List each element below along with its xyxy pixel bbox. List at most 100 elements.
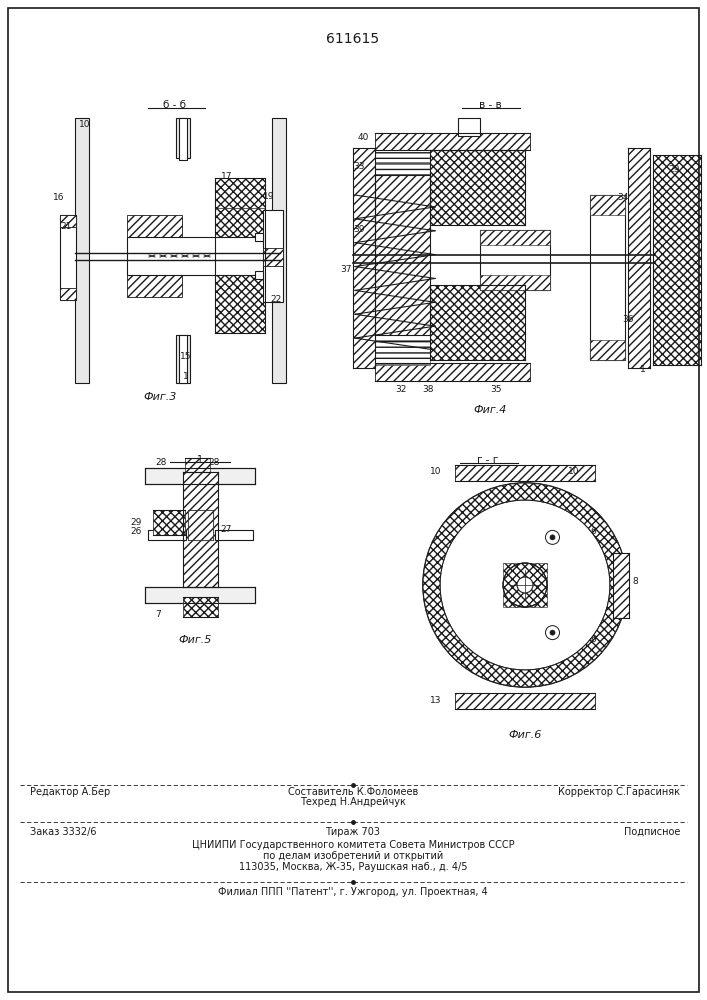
Text: Редактор А.Бер: Редактор А.Бер — [30, 787, 110, 797]
Bar — [185, 458, 210, 472]
Text: 26: 26 — [130, 527, 141, 536]
Circle shape — [546, 626, 559, 640]
Bar — [176, 335, 190, 383]
Bar — [153, 510, 185, 535]
Bar — [590, 195, 625, 215]
Text: б - б: б - б — [163, 100, 187, 110]
Bar — [127, 215, 182, 240]
Text: 13: 13 — [430, 696, 441, 705]
Bar — [148, 530, 186, 540]
Text: в - в: в - в — [479, 100, 501, 110]
Bar — [183, 472, 218, 587]
Bar — [590, 340, 625, 360]
Bar — [458, 118, 480, 136]
Bar — [127, 272, 182, 297]
Bar — [179, 335, 187, 383]
Text: 28: 28 — [155, 458, 166, 467]
Text: 10: 10 — [430, 467, 441, 476]
Bar — [480, 275, 550, 290]
Text: 17: 17 — [221, 172, 233, 181]
Bar — [353, 148, 375, 368]
Text: Филиал ППП ''Патент'', г. Ужгород, ул. Проектная, 4: Филиал ППП ''Патент'', г. Ужгород, ул. П… — [218, 887, 488, 897]
Text: 36: 36 — [622, 315, 633, 324]
Circle shape — [546, 530, 559, 544]
Bar — [188, 510, 213, 540]
Bar — [375, 175, 430, 335]
Text: 113035, Москва, Ж-35, Раушская наб., д. 4/5: 113035, Москва, Ж-35, Раушская наб., д. … — [239, 862, 467, 872]
Bar — [375, 150, 430, 162]
Text: Подписное: Подписное — [624, 827, 680, 837]
Text: 38: 38 — [422, 385, 433, 394]
Circle shape — [550, 630, 555, 635]
Bar — [176, 118, 190, 158]
Circle shape — [440, 500, 610, 670]
Text: 6: 6 — [590, 635, 596, 644]
Bar — [215, 530, 253, 540]
Text: 15: 15 — [180, 352, 192, 361]
Bar — [590, 195, 625, 360]
Text: 16: 16 — [53, 193, 64, 202]
Text: 10: 10 — [79, 120, 90, 129]
Bar — [127, 237, 267, 275]
Text: 19: 19 — [263, 192, 274, 201]
Bar — [215, 178, 265, 333]
Bar — [255, 233, 263, 241]
Text: 1: 1 — [183, 372, 189, 381]
Text: Техред Н.Андрейчук: Техред Н.Андрейчук — [300, 797, 406, 807]
Circle shape — [550, 535, 555, 540]
Text: Фиг.3: Фиг.3 — [144, 392, 177, 402]
Bar — [272, 118, 286, 383]
Text: Заказ 3332/6: Заказ 3332/6 — [30, 827, 96, 837]
Text: 29: 29 — [668, 165, 679, 174]
Bar — [503, 563, 547, 607]
Text: Составитель К.Фоломеев: Составитель К.Фоломеев — [288, 787, 418, 797]
Bar — [375, 353, 430, 365]
Text: 611615: 611615 — [327, 32, 380, 46]
Text: 39: 39 — [353, 225, 365, 234]
Text: г - г: г - г — [477, 455, 498, 465]
Bar — [480, 230, 550, 290]
Text: 34: 34 — [617, 193, 629, 202]
Text: Фиг.6: Фиг.6 — [508, 730, 542, 740]
Text: 32: 32 — [395, 385, 407, 394]
Text: Тираж 703: Тираж 703 — [325, 827, 380, 837]
Bar — [60, 215, 76, 300]
Bar — [60, 288, 76, 300]
Text: 33: 33 — [353, 162, 365, 171]
Bar — [263, 210, 283, 302]
Text: 10: 10 — [568, 467, 580, 476]
Bar — [628, 148, 650, 368]
Text: ЦНИИПИ Государственного комитета Совета Министров СССР: ЦНИИПИ Государственного комитета Совета … — [192, 840, 514, 850]
Bar — [375, 163, 430, 175]
Text: по делам изобретений и открытий: по делам изобретений и открытий — [263, 851, 443, 861]
Text: 1: 1 — [197, 455, 203, 465]
Bar — [60, 215, 76, 227]
Text: 40: 40 — [358, 133, 369, 142]
Bar — [215, 178, 265, 208]
Text: 21: 21 — [60, 222, 71, 231]
Text: 6: 6 — [590, 527, 596, 536]
Bar — [455, 693, 595, 709]
Bar — [179, 118, 187, 160]
Text: Фиг.5: Фиг.5 — [178, 635, 211, 645]
Text: 8: 8 — [632, 577, 638, 586]
Circle shape — [423, 483, 627, 687]
Text: 29: 29 — [130, 518, 141, 527]
Bar — [263, 248, 283, 266]
Bar — [613, 553, 629, 618]
Text: 1: 1 — [640, 365, 645, 374]
Bar — [653, 155, 701, 365]
Bar — [430, 285, 525, 360]
Text: 28: 28 — [208, 458, 219, 467]
Text: 7: 7 — [155, 610, 160, 619]
Bar — [480, 230, 550, 245]
Text: 22: 22 — [270, 295, 281, 304]
Bar — [183, 597, 218, 617]
Text: 27: 27 — [220, 525, 231, 534]
Bar — [188, 510, 213, 540]
Bar — [430, 150, 525, 225]
Bar — [455, 465, 595, 481]
Bar — [255, 271, 263, 279]
Text: 37: 37 — [340, 265, 351, 274]
Circle shape — [503, 563, 547, 607]
